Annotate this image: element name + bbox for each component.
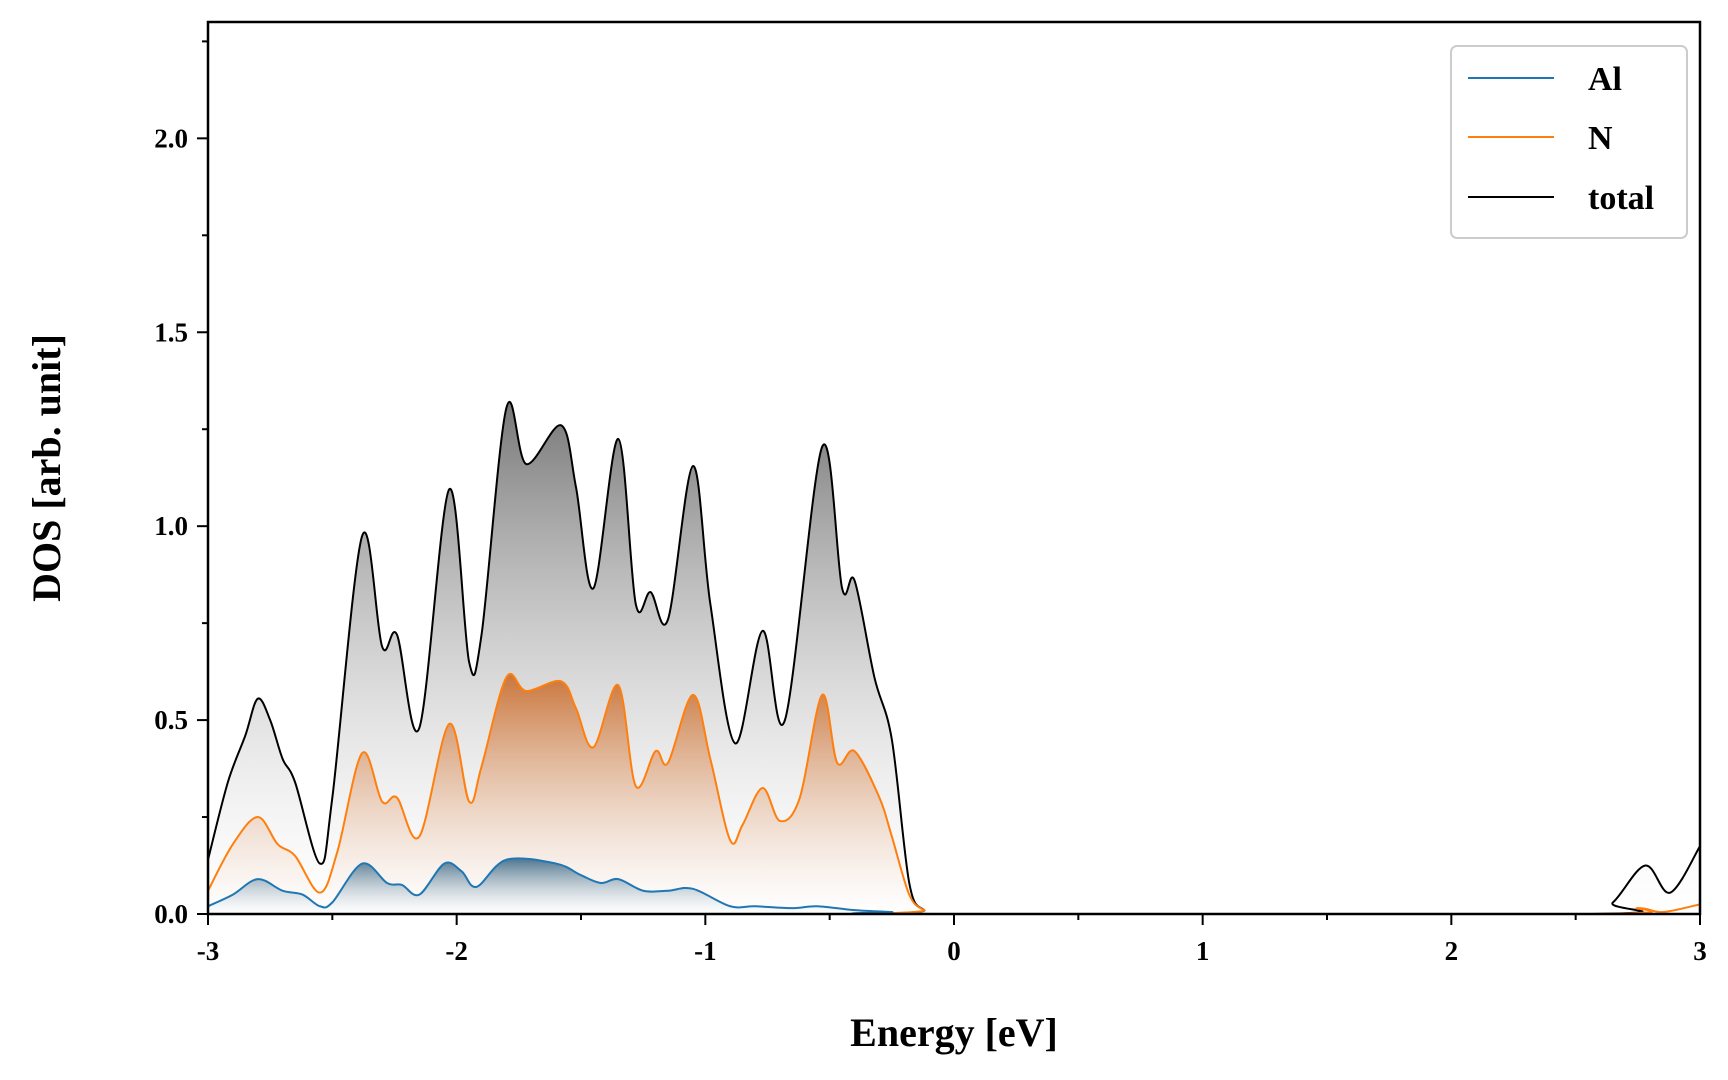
- area-fill-n: [208, 673, 1700, 914]
- series-n: [208, 673, 1700, 914]
- legend-entry-total: total: [1468, 180, 1654, 217]
- y-tick-label: 2.0: [154, 123, 188, 153]
- y-axis-label: DOS [arb. unit]: [24, 334, 69, 602]
- y-tick-label: 0.5: [154, 705, 188, 735]
- series-line-n: [208, 673, 1700, 914]
- x-tick-label: -2: [445, 936, 468, 966]
- x-tick-label: 2: [1445, 936, 1459, 966]
- y-tick-label: 1.5: [154, 317, 188, 347]
- x-tick-label: 3: [1693, 936, 1707, 966]
- legend-entry-al: Al: [1468, 61, 1622, 98]
- series-al: [208, 858, 1700, 914]
- legend-label-total: total: [1588, 180, 1654, 217]
- x-tick-label: -3: [197, 936, 220, 966]
- x-axis-ticks: -3 -2 -1 0 1 2 3: [197, 914, 1707, 966]
- y-tick-label: 0.0: [154, 899, 188, 929]
- legend-label-al: Al: [1588, 61, 1622, 98]
- legend-box: [1450, 45, 1688, 239]
- plot-area: [208, 401, 1700, 914]
- x-tick-label: -1: [694, 936, 717, 966]
- legend-entry-n: N: [1468, 120, 1613, 157]
- legend-label-n: N: [1588, 120, 1613, 157]
- area-fill-al: [208, 858, 1700, 914]
- x-axis-label: Energy [eV]: [850, 1010, 1058, 1055]
- x-tick-label: 0: [947, 936, 961, 966]
- y-axis-ticks: 0.0 0.5 1.0 1.5 2.0: [154, 40, 208, 929]
- legend: Al N total: [1450, 45, 1688, 239]
- series-line-al: [208, 857, 1700, 914]
- x-tick-label: 1: [1196, 936, 1210, 966]
- y-tick-label: 1.0: [154, 511, 188, 541]
